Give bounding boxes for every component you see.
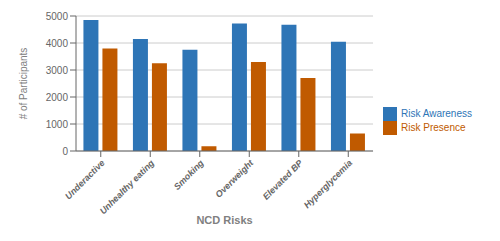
svg-text:3000: 3000 xyxy=(46,65,69,76)
html-text:Risk Presence: Risk Presence xyxy=(401,121,466,133)
svg-text:Hyperglycemia: Hyperglycemia xyxy=(302,158,354,210)
svg-text:# of Participants: # of Participants xyxy=(18,48,29,120)
svg-text:1000: 1000 xyxy=(46,119,69,130)
svg-text:Underactive: Underactive xyxy=(63,158,107,202)
svg-text:4000: 4000 xyxy=(46,38,69,49)
svg-text:0: 0 xyxy=(62,146,68,157)
svg-text:Elevated BP: Elevated BP xyxy=(261,157,306,202)
svg-text:Smoking: Smoking xyxy=(172,158,206,192)
html-text:Risk Awareness: Risk Awareness xyxy=(401,107,472,119)
svg-text:Overweight: Overweight xyxy=(213,157,255,199)
svg-text:Unhealthy eating: Unhealthy eating xyxy=(98,158,157,217)
svg-text:5000: 5000 xyxy=(46,11,69,22)
svg-text:2000: 2000 xyxy=(46,92,69,103)
svg-text:NCD Risks: NCD Risks xyxy=(196,214,252,226)
